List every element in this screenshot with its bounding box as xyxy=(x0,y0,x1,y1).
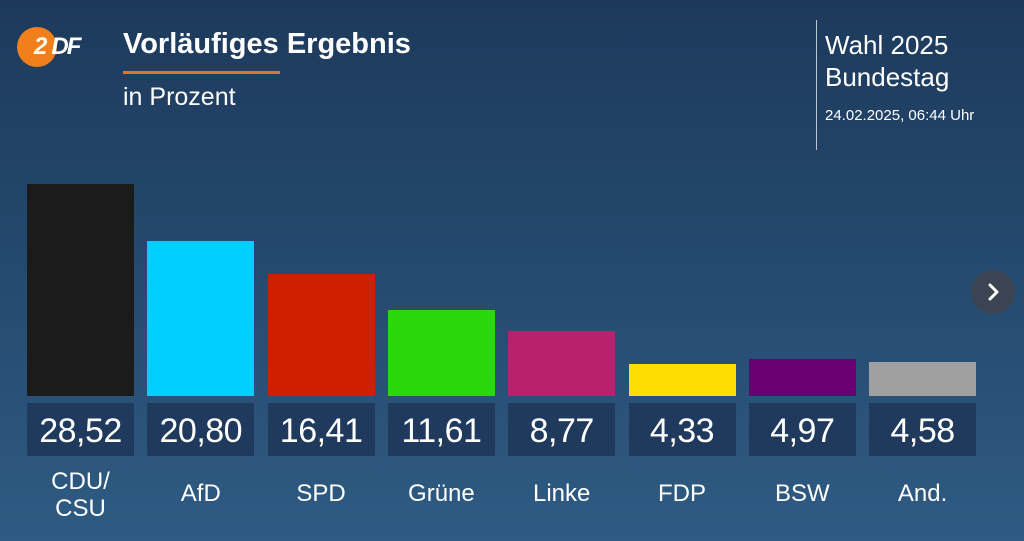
category-label: AfD xyxy=(180,480,221,507)
category-label: CDU/ CSU xyxy=(51,468,110,522)
category-label: And. xyxy=(897,480,948,507)
bar-4 xyxy=(508,330,616,396)
bar-0 xyxy=(27,184,134,396)
divider xyxy=(816,20,817,150)
category-label: FDP xyxy=(658,480,706,507)
category-label: Linke xyxy=(533,480,591,507)
bar-1 xyxy=(147,241,255,396)
value-label: 16,41 xyxy=(267,403,375,456)
category-label: Grüne xyxy=(408,480,475,507)
value-label: 4,97 xyxy=(748,403,856,456)
bar-6 xyxy=(748,359,856,396)
bar-7 xyxy=(869,361,977,396)
chart-title: Vorläufiges Ergebnis xyxy=(123,28,411,60)
title-underline xyxy=(123,71,280,74)
chart-subtitle: in Prozent xyxy=(123,83,236,111)
value-label: 8,77 xyxy=(508,403,616,456)
value-label: 20,80 xyxy=(147,403,255,456)
timestamp: 24.02.2025, 06:44 Uhr xyxy=(825,107,975,124)
zdf-logo-text: 2·DF xyxy=(34,33,81,60)
election-body: Bundestag xyxy=(825,62,950,92)
value-label: 28,52 xyxy=(27,403,134,456)
election-name: Wahl 2025 xyxy=(825,30,949,60)
bar-5 xyxy=(628,363,736,396)
value-label: 11,61 xyxy=(387,403,495,456)
zdf-logo xyxy=(17,27,57,67)
chevron-right-icon xyxy=(988,283,999,301)
value-label: 4,58 xyxy=(869,403,977,456)
bar-3 xyxy=(387,309,495,396)
category-label: BSW xyxy=(774,480,830,507)
category-label: SPD xyxy=(296,480,346,507)
bar-2 xyxy=(267,274,375,396)
next-button[interactable] xyxy=(971,270,1015,314)
value-label: 4,33 xyxy=(628,403,736,456)
